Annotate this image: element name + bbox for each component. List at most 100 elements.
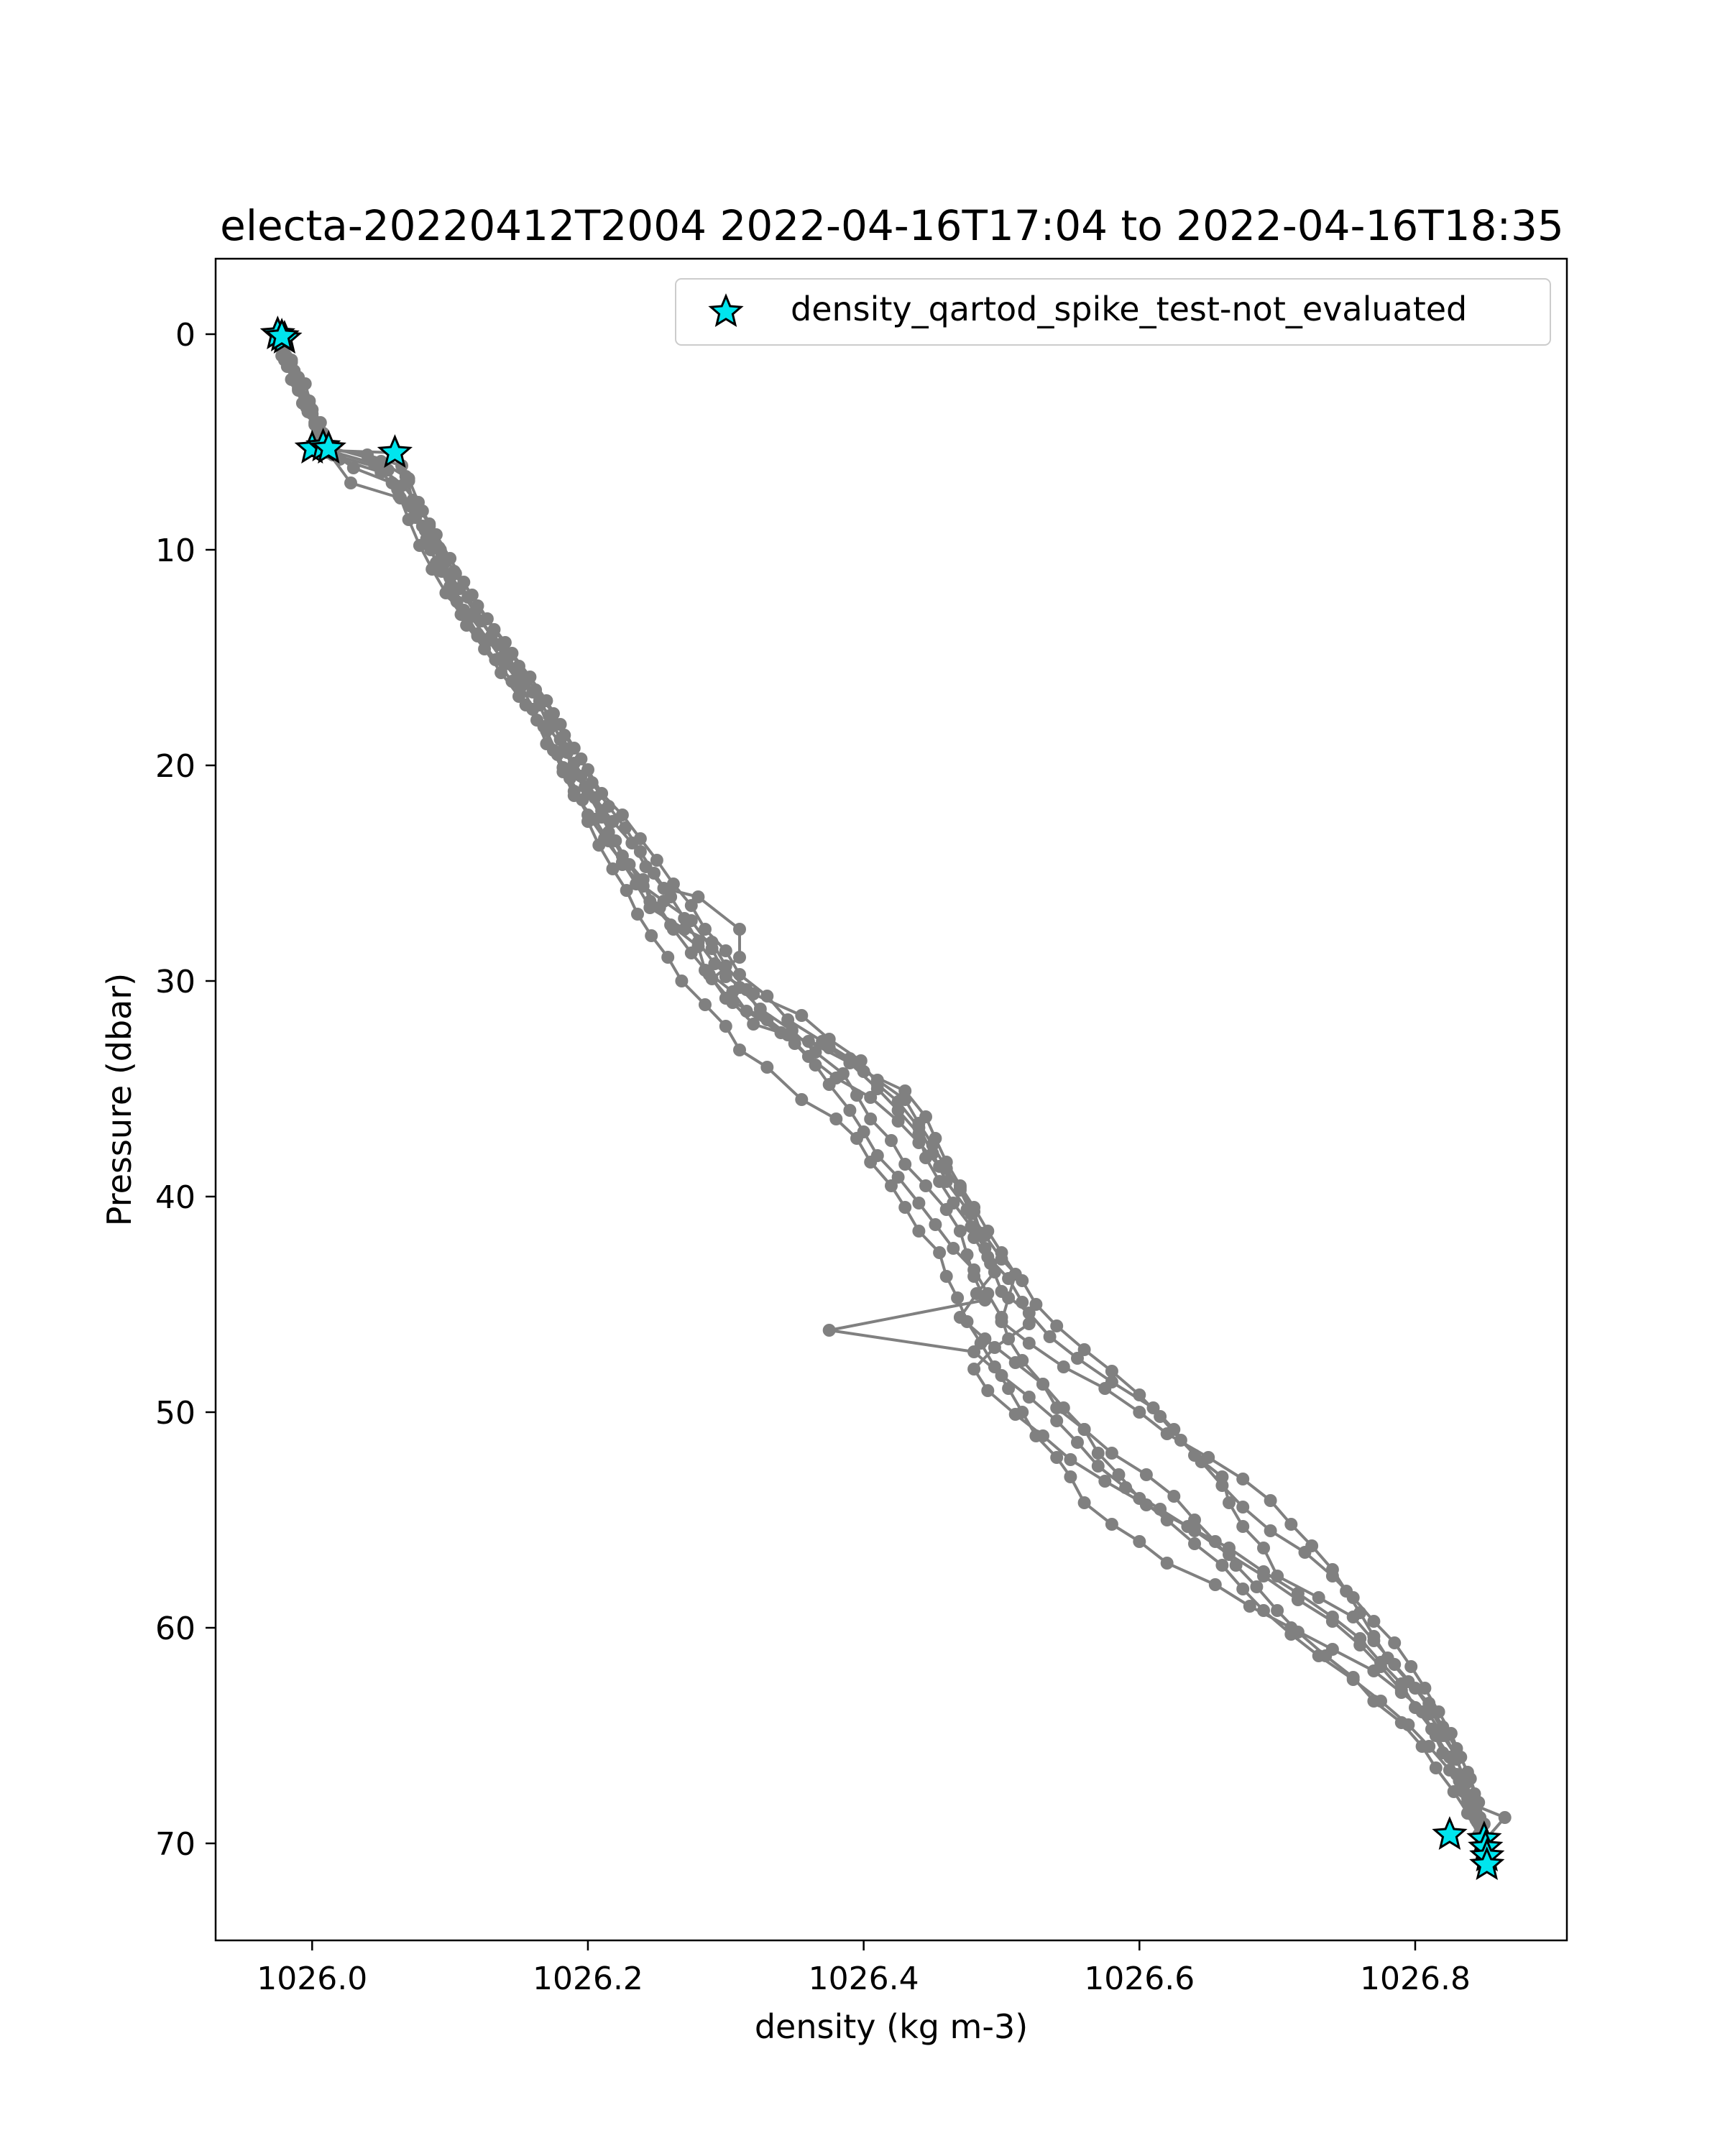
profile-point: [691, 890, 705, 903]
profile-point: [1139, 1468, 1153, 1481]
y-tick-label: 30: [155, 964, 196, 1000]
x-tick-label: 1026.6: [1084, 1961, 1195, 1997]
profile-point: [631, 908, 644, 921]
profile-point: [1325, 1570, 1339, 1583]
x-tick-label: 1026.8: [1360, 1961, 1471, 1997]
profile-point: [1064, 1470, 1077, 1483]
profile-point: [926, 1138, 939, 1151]
profile-point: [795, 1093, 809, 1106]
profile-point: [953, 1184, 967, 1197]
profile-point: [1257, 1604, 1270, 1617]
profile-point: [498, 636, 512, 649]
y-tick-label: 60: [155, 1611, 196, 1647]
profile-point: [864, 1091, 878, 1104]
profile-point: [1022, 1317, 1036, 1330]
profile-point: [1050, 1319, 1064, 1332]
profile-point: [1264, 1524, 1277, 1537]
profile-point: [919, 1151, 932, 1164]
flag-star-marker: [264, 318, 300, 351]
profile-point: [912, 1197, 926, 1210]
profile-point: [1188, 1524, 1201, 1537]
profile-point: [675, 975, 689, 987]
profile-point: [643, 901, 657, 914]
profile-point: [933, 1246, 947, 1259]
profile-point: [1346, 1591, 1360, 1604]
profile-point: [1236, 1520, 1250, 1533]
y-axis: 0 10 20 30 40 50 60 70: [155, 317, 216, 1863]
profile-point: [1050, 1451, 1064, 1464]
profile-point: [1319, 1649, 1333, 1662]
profile-point: [1154, 1503, 1167, 1516]
profile-point: [465, 589, 479, 602]
profile-point: [733, 923, 746, 936]
profile-point: [953, 1225, 967, 1238]
profile-point: [1091, 1447, 1105, 1460]
profile-point: [1105, 1518, 1118, 1531]
profile-point: [691, 936, 705, 949]
profile-point: [822, 1324, 836, 1337]
profile-point: [1133, 1388, 1146, 1401]
x-tick-label: 1026.4: [809, 1961, 919, 1997]
profile-point: [1188, 1537, 1201, 1550]
profile-point: [1022, 1337, 1036, 1350]
profile-point: [494, 666, 508, 679]
profile-point: [960, 1248, 974, 1261]
profile-point: [705, 972, 719, 985]
profile-point: [1454, 1751, 1468, 1764]
profile-point: [1443, 1751, 1456, 1764]
profile-point: [1498, 1811, 1512, 1824]
profile-point: [523, 671, 537, 683]
profile-point: [809, 1059, 822, 1072]
profile-point: [1002, 1291, 1016, 1304]
profile-point: [439, 586, 453, 599]
profile-point: [602, 800, 615, 813]
profile-point: [1463, 1772, 1477, 1785]
profile-point: [684, 899, 698, 912]
profile-point: [1404, 1660, 1418, 1673]
profile-point: [795, 1009, 809, 1022]
profile-point: [1394, 1684, 1408, 1697]
profile-point: [816, 1035, 829, 1048]
legend-star-icon: [708, 293, 744, 327]
profile-point: [678, 912, 691, 925]
profile-point: [620, 884, 633, 897]
profile-point: [1236, 1501, 1250, 1514]
profile-point: [1243, 1600, 1256, 1613]
profile-point: [733, 981, 746, 994]
profile-point: [1298, 1546, 1312, 1559]
y-tick-label: 0: [175, 317, 196, 354]
profile-point: [1325, 1615, 1339, 1628]
y-tick-label: 20: [155, 748, 196, 785]
profile-point: [733, 951, 746, 964]
profile-point: [1223, 1548, 1236, 1561]
profile-point: [1057, 1360, 1070, 1373]
profile-point: [1036, 1429, 1049, 1442]
profile-point: [581, 808, 594, 821]
profile-point: [530, 714, 543, 727]
flag-star-marker: [1469, 1846, 1505, 1880]
profile-point: [967, 1345, 981, 1358]
profile-point: [460, 619, 474, 632]
profile-point: [965, 1220, 978, 1233]
profile-point: [857, 1125, 870, 1138]
profile-point: [699, 964, 712, 977]
profile-point: [567, 785, 581, 798]
profile-point: [1133, 1535, 1146, 1548]
profile-point: [478, 642, 492, 655]
legend: density_qartod_spike_test-not_evaluated: [675, 278, 1551, 346]
profile-point: [1022, 1391, 1036, 1404]
x-axis-label: density (kg m-3): [755, 2007, 1028, 2046]
profile-point: [1291, 1626, 1305, 1639]
profile-point: [933, 1175, 947, 1188]
profile-point: [344, 476, 357, 489]
profile-point: [471, 630, 484, 642]
profile-point: [1215, 1479, 1229, 1492]
profile-point: [402, 472, 415, 485]
flag-star-marker: [377, 434, 413, 468]
flag-star-marker: [310, 430, 346, 464]
profile-point: [891, 1115, 905, 1128]
profile-point: [1453, 1774, 1466, 1787]
profile-point: [433, 543, 447, 556]
profile-point: [753, 1003, 767, 1015]
